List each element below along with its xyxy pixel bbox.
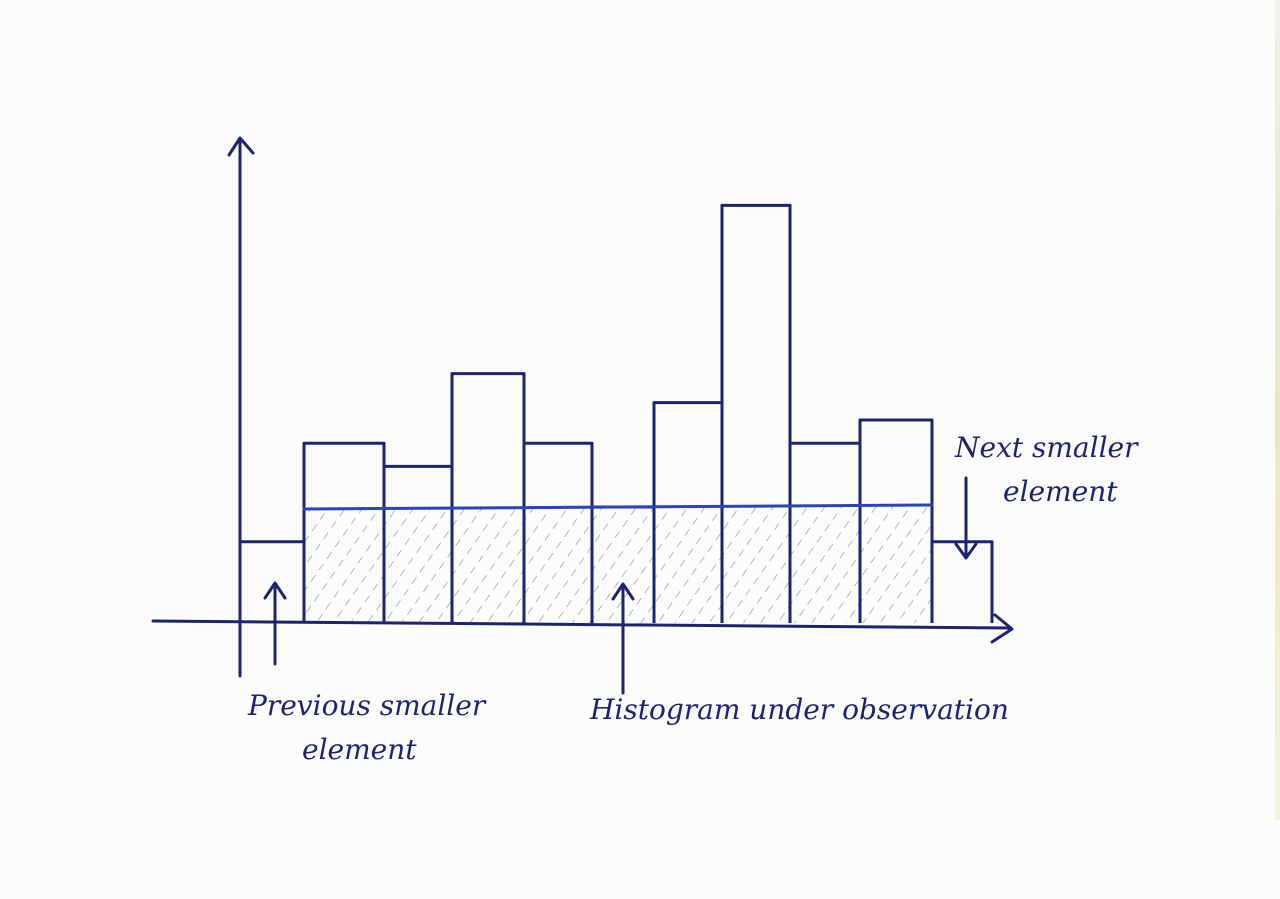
y-axis-arrow-icon — [227, 136, 255, 157]
bar — [858, 418, 934, 623]
histogram-arrow — [611, 582, 635, 695]
x-axis — [151, 619, 1012, 630]
bar — [930, 540, 994, 623]
highlight-level — [302, 503, 934, 511]
paper-edge — [1275, 0, 1280, 820]
previous-smaller-label: Previous smaller element — [248, 684, 485, 772]
bars — [238, 203, 994, 623]
x-axis-arrow-icon — [990, 613, 1014, 644]
previous-arrow — [263, 581, 287, 666]
next-label-line-2: element — [1003, 475, 1118, 508]
hatched-region — [304, 507, 932, 623]
bar — [720, 203, 792, 623]
next-label-line-1: Next smaller — [955, 431, 1138, 464]
shaded-area — [304, 507, 932, 623]
next-smaller-label: Next smaller element — [955, 426, 1138, 514]
histogram-under-observation-label: Histogram under observation — [590, 688, 1009, 732]
histogram-label-text: Histogram under observation — [590, 693, 1009, 726]
next-arrow — [954, 476, 978, 560]
bar — [238, 540, 306, 623]
highlight-line — [302, 503, 934, 511]
previous-label-line-2: element — [302, 733, 417, 766]
previous-label-line-1: Previous smaller — [248, 689, 486, 722]
